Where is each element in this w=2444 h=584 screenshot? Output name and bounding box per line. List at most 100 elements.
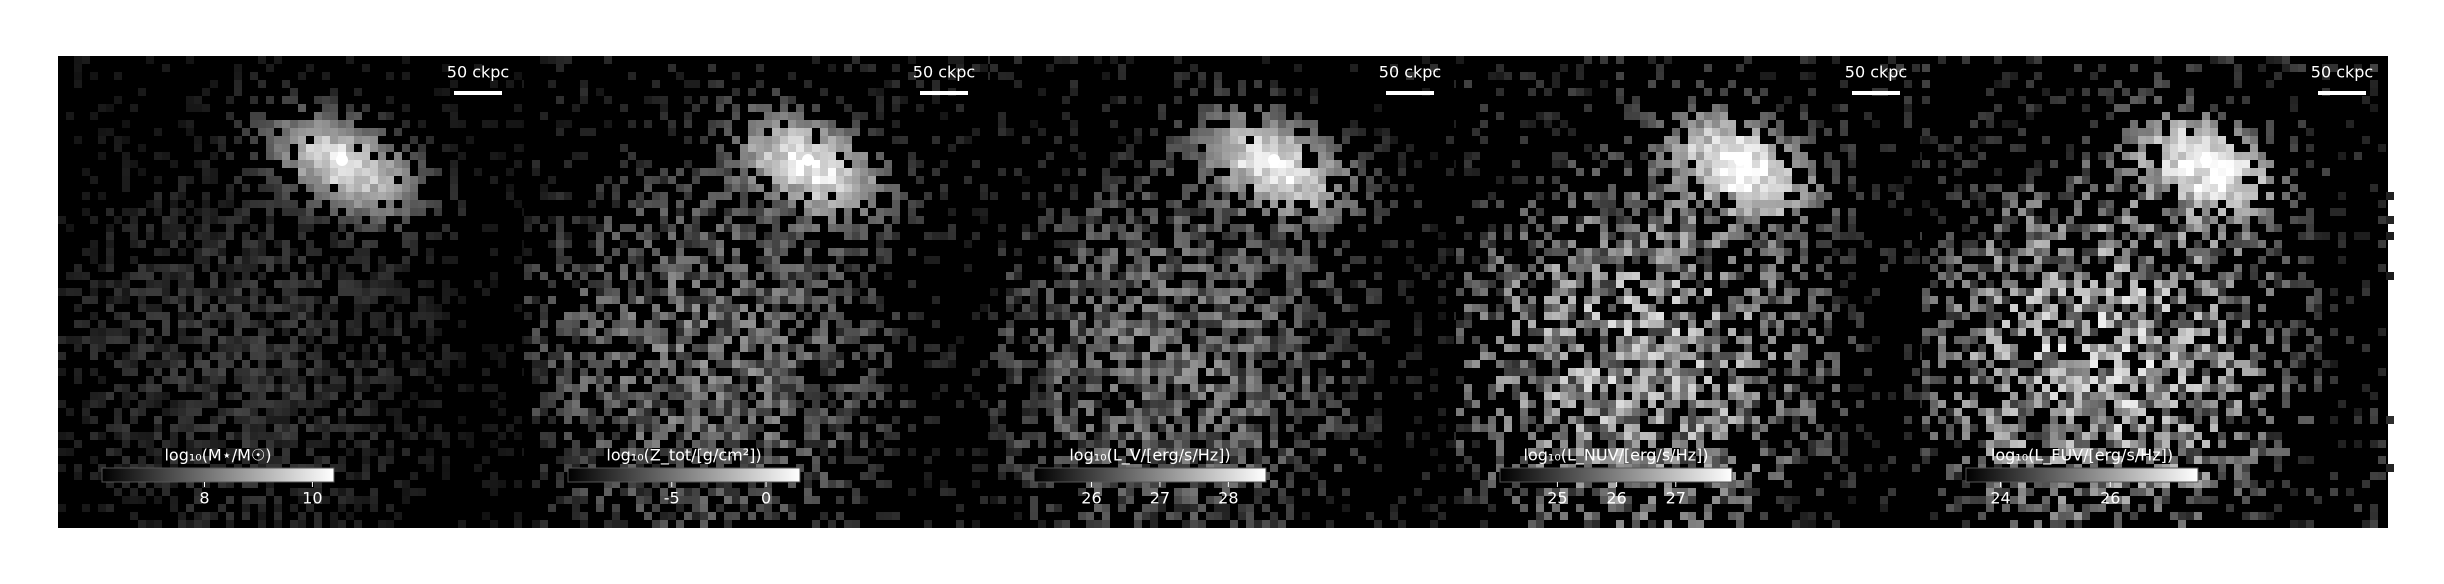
pixel [1552, 152, 1560, 160]
pixel [1374, 296, 1382, 304]
pixel [540, 368, 548, 376]
pixel [700, 520, 708, 528]
pixel [346, 160, 354, 168]
pixel [636, 232, 644, 240]
pixel [1350, 176, 1358, 184]
pixel [1608, 248, 1616, 256]
pixel [756, 488, 764, 496]
pixel [386, 72, 394, 80]
pixel [74, 264, 82, 272]
pixel [402, 120, 410, 128]
pixel [972, 520, 980, 528]
pixel [740, 424, 748, 432]
pixel [788, 344, 796, 352]
pixel [370, 160, 378, 168]
pixel [298, 168, 306, 176]
pixel [146, 440, 154, 448]
pixel [820, 176, 828, 184]
pixel [908, 344, 916, 352]
pixel [226, 152, 234, 160]
pixel [572, 152, 580, 160]
pixel [226, 184, 234, 192]
pixel [596, 416, 604, 424]
pixel [146, 360, 154, 368]
pixel [1576, 264, 1584, 272]
pixel [564, 496, 572, 504]
pixel [1608, 456, 1616, 464]
pixel [474, 280, 482, 288]
pixel [1214, 208, 1222, 216]
pixel [1608, 448, 1616, 456]
pixel [876, 344, 884, 352]
pixel [1270, 136, 1278, 144]
pixel [418, 152, 426, 160]
pixel [306, 304, 314, 312]
pixel [1414, 352, 1422, 360]
pixel [748, 328, 756, 336]
pixel [748, 408, 756, 416]
pixel [1214, 112, 1222, 120]
pixel [1414, 264, 1422, 272]
pixel [1456, 56, 1464, 64]
pixel [708, 304, 716, 312]
pixel [1206, 144, 1214, 152]
pixel [138, 400, 146, 408]
pixel [1544, 328, 1552, 336]
pixel [194, 296, 202, 304]
galaxy-core [336, 154, 348, 166]
pixel [892, 96, 900, 104]
pixel [1568, 336, 1576, 344]
pixel [660, 224, 668, 232]
pixel [556, 248, 564, 256]
pixel [1528, 400, 1536, 408]
pixel [386, 168, 394, 176]
pixel [1326, 216, 1334, 224]
pixel [170, 408, 178, 416]
pixel [700, 440, 708, 448]
pixel [202, 160, 210, 168]
pixel [298, 328, 306, 336]
pixel [1254, 128, 1262, 136]
pixel [1310, 264, 1318, 272]
pixel [876, 128, 884, 136]
pixel [226, 352, 234, 360]
pixel [362, 208, 370, 216]
pixel [442, 456, 450, 464]
pixel [580, 384, 588, 392]
pixel [1616, 344, 1624, 352]
pixel [556, 376, 564, 384]
pixel [426, 256, 434, 264]
pixel [370, 272, 378, 280]
pixel [676, 328, 684, 336]
pixel [596, 264, 604, 272]
pixel [1310, 312, 1318, 320]
pixel [1374, 200, 1382, 208]
pixel [1174, 512, 1182, 520]
pixel [306, 328, 314, 336]
pixel [1118, 504, 1126, 512]
pixel [700, 496, 708, 504]
pixel [1310, 256, 1318, 264]
pixel [1334, 416, 1342, 424]
pixel [1488, 424, 1496, 432]
pixel [1158, 360, 1166, 368]
pixel [1318, 200, 1326, 208]
pixel [1126, 248, 1134, 256]
pixel [338, 128, 346, 136]
pixel [282, 184, 290, 192]
pixel [1238, 248, 1246, 256]
pixel [596, 448, 604, 456]
pixel [756, 80, 764, 88]
pixel [466, 440, 474, 448]
pixel [1222, 200, 1230, 208]
pixel [1536, 328, 1544, 336]
pixel [980, 64, 988, 72]
pixel [306, 168, 314, 176]
pixel [1030, 408, 1038, 416]
pixel [330, 424, 338, 432]
pixel [1262, 384, 1270, 392]
pixel [410, 176, 418, 184]
pixel [170, 240, 178, 248]
pixel [1536, 448, 1544, 456]
pixel [1374, 288, 1382, 296]
